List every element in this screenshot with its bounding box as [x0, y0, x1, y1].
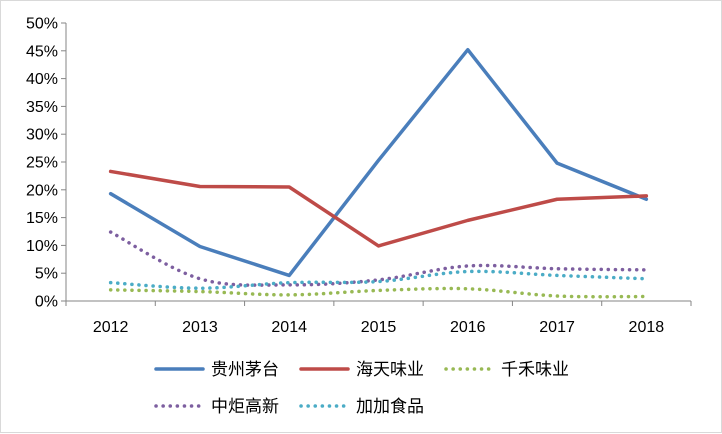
legend-label: 千禾味业 — [501, 360, 569, 380]
series-3-point — [644, 268, 648, 272]
x-tick-label: 2015 — [361, 319, 397, 336]
series-4-point — [287, 281, 291, 285]
series-4-point — [466, 270, 470, 274]
legend-item: 千禾味业 — [444, 360, 569, 380]
x-tick-label: 2012 — [93, 319, 129, 336]
legend-label: 加加食品 — [356, 397, 424, 417]
series-0-point — [198, 245, 202, 249]
legend-item: 海天味业 — [299, 360, 424, 380]
series-3-line — [108, 230, 649, 287]
series-1-point — [287, 185, 291, 189]
series-3-point — [466, 264, 470, 268]
series-1-point — [377, 244, 381, 248]
legend-item: 中炬高新 — [154, 397, 279, 417]
series-4-line — [108, 269, 649, 290]
series-4-point — [109, 281, 113, 285]
y-tick-label: 30% — [26, 127, 58, 144]
legend-label: 贵州茅台 — [211, 360, 279, 380]
series-4-point — [198, 286, 202, 290]
legend-item: 加加食品 — [299, 397, 424, 417]
series-3-point — [109, 230, 113, 234]
x-tick-label: 2013 — [182, 319, 218, 336]
series-layer — [108, 47, 649, 299]
series-4-point — [644, 277, 648, 281]
series-1-point — [466, 218, 470, 222]
x-tick-label: 2016 — [450, 319, 486, 336]
x-tick-label: 2018 — [629, 319, 665, 336]
series-1-point — [109, 169, 113, 173]
x-tick-label: 2014 — [271, 319, 307, 336]
y-tick-label: 15% — [26, 210, 58, 227]
series-2-point — [287, 293, 291, 297]
x-tick-label: 2017 — [539, 319, 575, 336]
series-1-point — [198, 184, 202, 188]
legend-item: 贵州茅台 — [154, 360, 279, 380]
series-2-point — [555, 294, 559, 298]
series-0-point — [555, 161, 559, 165]
y-tick-label: 35% — [26, 99, 58, 116]
y-tick-label: 20% — [26, 182, 58, 199]
series-2-point — [466, 287, 470, 291]
series-0-point — [377, 158, 381, 162]
series-3-point — [555, 267, 559, 271]
y-tick-label: 50% — [26, 16, 58, 33]
y-tick-label: 25% — [26, 155, 58, 172]
series-2-point — [644, 295, 648, 299]
series-0-point — [287, 273, 291, 277]
y-tick-label: 10% — [26, 238, 58, 255]
series-2-point — [377, 288, 381, 292]
series-2-point — [109, 288, 113, 292]
series-1-point — [555, 197, 559, 201]
series-0-point — [466, 48, 470, 52]
legend-label: 海天味业 — [356, 360, 424, 380]
legend-label: 中炬高新 — [211, 397, 279, 417]
y-tick-label: 5% — [35, 266, 58, 283]
series-2-line — [108, 286, 649, 299]
y-tick-label: 45% — [26, 43, 58, 60]
series-3-point — [198, 277, 202, 281]
series-4-point — [377, 280, 381, 284]
y-tick-label: 0% — [35, 294, 58, 311]
axes: 0% 5% 10% 15% 20% 25% 30% 35% 40% 45% 50% 2012 2013 2… — [26, 16, 692, 336]
series-0-point — [109, 192, 113, 196]
series-1-point — [644, 194, 648, 198]
series-1-line — [108, 169, 649, 248]
series-0-line — [108, 47, 649, 278]
series-4-point — [555, 273, 559, 277]
y-tick-label: 40% — [26, 71, 58, 88]
